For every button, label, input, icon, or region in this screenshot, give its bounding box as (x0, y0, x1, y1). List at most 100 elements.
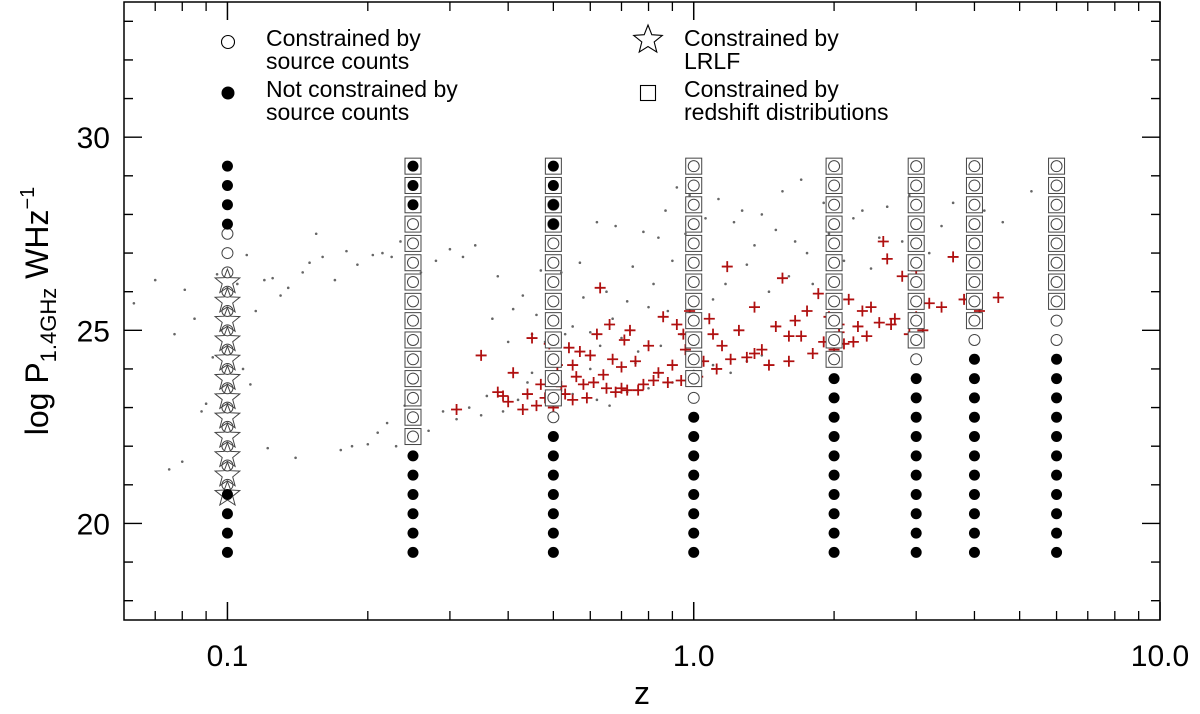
axes: 0.1 1.0 10.0 20 25 30 (77, 2, 1189, 673)
scatter-plus (535, 378, 547, 390)
scatter-plus (795, 330, 807, 342)
grid-filled-circle (547, 546, 559, 558)
grid-filled-circle (547, 179, 559, 191)
scatter-plus (896, 270, 908, 282)
scatter-plus (594, 282, 606, 294)
grid-open-circle (406, 333, 419, 346)
grid-filled-circle (547, 488, 559, 500)
grid-open-circle (968, 333, 981, 346)
grid-open-circle (910, 353, 923, 366)
scatter-dot (385, 421, 389, 425)
scatter-dot (376, 431, 379, 434)
scatter-dot (366, 442, 370, 446)
scatter-dot (215, 273, 219, 276)
grid-filled-circle (828, 546, 840, 558)
scatter-plus (885, 319, 897, 331)
x-axis-label: z (634, 675, 650, 711)
grid-open-circle (910, 333, 923, 346)
scatter-dot (339, 448, 343, 452)
scatter-dot (183, 288, 187, 292)
grid-filled-circle (1051, 488, 1063, 500)
grid-filled-circle (828, 469, 840, 481)
grid-open-circle (406, 430, 419, 443)
grid-filled-circle (968, 450, 980, 462)
scatter-dot (767, 290, 771, 293)
scatter-dot (560, 271, 563, 274)
grid-open-circle (1050, 333, 1063, 346)
grid-open-circle (687, 353, 700, 366)
scatter-dot (877, 236, 881, 239)
grid-star (213, 267, 242, 294)
scatter-dot (399, 240, 402, 243)
scatter-plus (801, 305, 813, 317)
grid-filled-circle (968, 527, 980, 539)
grid-filled-circle (1051, 527, 1063, 539)
scatter-dot (827, 232, 831, 236)
scatter-plus (666, 359, 678, 371)
grid-open-circle (1050, 237, 1063, 250)
scatter-dot (491, 317, 494, 321)
scatter-plus (604, 319, 616, 331)
scatter-dot (501, 410, 505, 413)
scatter-dot (153, 278, 157, 282)
scatter-dot (631, 265, 635, 268)
grid-filled-circle (910, 546, 922, 558)
scatter-plus (563, 342, 575, 354)
scatter-plus (703, 313, 715, 325)
scatter-plus (643, 340, 655, 352)
grid-open-circle (910, 160, 923, 173)
grid-open-circle (828, 353, 841, 366)
grid-filled-circle (688, 508, 700, 520)
grid-open-circle (221, 227, 234, 240)
grid-open-circle (406, 237, 419, 250)
grid-filled-circle (828, 450, 840, 462)
grid-filled-circle (221, 546, 233, 558)
scatter-dot (473, 244, 477, 247)
grid-open-circle (828, 198, 841, 211)
scatter-plus (671, 319, 683, 331)
grid-filled-circle (828, 488, 840, 500)
scatter-plus (763, 359, 775, 371)
scatter-dot (506, 340, 510, 344)
scatter-plus (607, 353, 619, 365)
scatter-dot (595, 398, 599, 402)
grid-filled-circle (968, 392, 980, 404)
grid-open-circle (828, 333, 841, 346)
scatter-plus (741, 351, 753, 363)
scatter-dot (301, 271, 304, 274)
scatter-dot (671, 259, 674, 263)
scatter-dot (200, 410, 203, 413)
scatter-dot (294, 456, 297, 460)
scatter-dot (479, 413, 483, 417)
grid-open-circle (406, 314, 419, 327)
scatter-plus (947, 251, 959, 263)
scatter-plus (992, 291, 1004, 303)
scatter-plus (789, 315, 801, 327)
x-tick-label: 1.0 (673, 640, 715, 673)
grid-open-circle (968, 276, 981, 289)
scatter-dot (485, 394, 489, 398)
scatter-plus (776, 272, 788, 284)
scatter-dot (647, 305, 650, 309)
grid-filled-circle (828, 373, 840, 385)
scatter-plus (657, 311, 669, 323)
legend-marker-square (639, 84, 657, 102)
grid-open-circle (406, 391, 419, 404)
scatter-plus (574, 346, 586, 358)
scatter-plus (923, 297, 935, 309)
scatter-dot (900, 240, 904, 243)
grid-open-circle (687, 372, 700, 385)
grid-open-circle (406, 411, 419, 424)
grid-filled-circle (547, 199, 559, 211)
grid-star (213, 480, 242, 507)
scatter-dot (611, 317, 614, 321)
scatter-plus (711, 363, 723, 375)
x-tick-label: 10.0 (1131, 640, 1189, 673)
grid-open-circle (687, 179, 700, 192)
grid-open-circle (968, 314, 981, 327)
scatter-dot (266, 446, 270, 450)
scatter-dot (688, 193, 691, 197)
scatter-dot (647, 386, 650, 390)
scatter-plus (748, 301, 760, 313)
scatter-dot (675, 186, 679, 189)
